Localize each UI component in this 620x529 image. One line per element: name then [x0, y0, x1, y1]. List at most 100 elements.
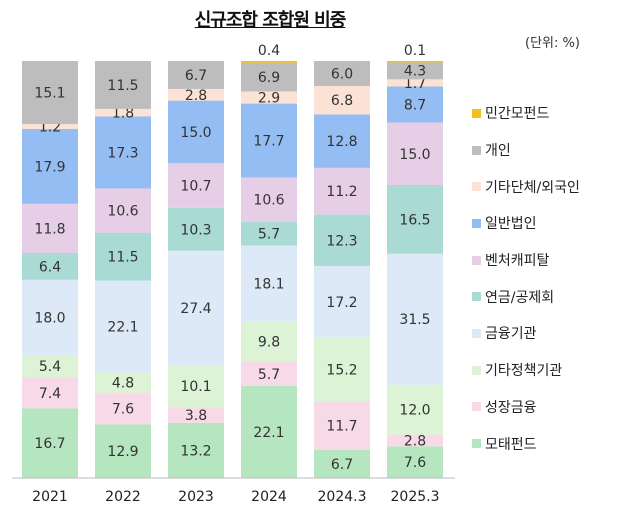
bar-segment	[314, 265, 370, 338]
legend-swatch	[472, 182, 481, 192]
legend-label: 기타단체/외국인	[485, 179, 580, 196]
data-label: 5.7	[258, 227, 280, 243]
bar-segment	[95, 232, 151, 281]
bar-segment	[241, 245, 297, 322]
legend-swatch	[472, 402, 481, 412]
data-label: 27.4	[180, 301, 211, 317]
legend-item: 일반법인	[472, 205, 580, 242]
x-tick-label: 2025.3	[391, 489, 440, 505]
bar-segment	[95, 116, 151, 189]
data-label: 4.3	[404, 63, 426, 79]
data-label: 18.1	[253, 276, 284, 292]
bar-segment	[241, 221, 297, 246]
data-label: 7.6	[112, 401, 134, 417]
data-label: 6.0	[331, 67, 353, 83]
legend-label: 기타정책기관	[485, 363, 563, 380]
x-tick-label: 2023	[178, 489, 214, 505]
data-label: 11.7	[326, 419, 357, 435]
bar-segment	[387, 86, 443, 123]
data-label: 7.6	[404, 455, 426, 471]
bar-segment	[241, 321, 297, 362]
bar-segment	[314, 167, 370, 215]
data-label: 22.1	[253, 425, 284, 441]
bar-segment	[168, 207, 224, 251]
data-label: 17.9	[34, 159, 65, 175]
bar-segment	[314, 86, 370, 115]
data-label: 1.7	[404, 76, 426, 92]
data-label: 12.0	[399, 403, 430, 419]
bar-segment	[168, 407, 224, 423]
data-label: 12.3	[326, 233, 357, 249]
data-label: 10.6	[107, 204, 138, 220]
bar-segment	[168, 163, 224, 208]
legend-swatch	[472, 328, 481, 338]
legend-label: 일반법인	[485, 216, 537, 233]
x-tick-label: 2024.3	[318, 489, 367, 505]
data-label: 10.3	[180, 222, 211, 238]
data-label: 11.5	[107, 250, 138, 266]
data-label: 0.1	[404, 43, 426, 59]
bar-segment	[387, 384, 443, 435]
legend-label: 금융기관	[485, 326, 537, 343]
data-label: 6.7	[185, 68, 207, 84]
bar-segment	[314, 214, 370, 266]
data-label: 17.2	[326, 295, 357, 311]
data-label: 6.4	[39, 259, 61, 275]
legend-swatch	[472, 439, 481, 449]
bar-segment	[168, 100, 224, 164]
stacked-bar-chart: 16.77.45.418.06.411.817.91.215.1202112.9…	[12, 43, 455, 505]
legend-swatch	[472, 255, 481, 265]
legend-swatch	[472, 145, 481, 155]
legend-item: 기타단체/외국인	[472, 168, 580, 205]
bar-segment	[387, 185, 443, 254]
bar-segment	[95, 392, 151, 425]
data-label: 10.6	[253, 193, 284, 209]
data-label: 15.0	[399, 147, 430, 163]
bar-segment	[387, 61, 443, 80]
data-label: 18.0	[34, 310, 65, 326]
data-label: 17.7	[253, 134, 284, 150]
legend-label: 연금/공제회	[485, 289, 555, 306]
bar-segment	[22, 124, 78, 130]
data-label: 17.3	[107, 145, 138, 161]
bar-segment	[241, 61, 297, 63]
data-label: 10.1	[180, 379, 211, 395]
data-label: 22.1	[107, 320, 138, 336]
bar-segment	[241, 103, 297, 178]
data-label: 31.5	[399, 312, 430, 328]
legend-label: 개인	[485, 143, 511, 160]
bar-segment	[95, 188, 151, 233]
legend-item: 모태펀드	[472, 425, 580, 462]
data-label: 8.7	[404, 97, 426, 113]
data-label: 3.8	[185, 408, 207, 424]
data-label: 2.8	[404, 434, 426, 450]
legend-swatch	[472, 108, 481, 118]
data-label: 11.2	[326, 184, 357, 200]
bar-segment	[22, 354, 78, 378]
data-label: 16.5	[399, 212, 430, 228]
legend-label: 성장금융	[485, 399, 537, 416]
data-label: 7.4	[39, 386, 61, 402]
x-tick-label: 2022	[105, 489, 141, 505]
legend-item: 연금/공제회	[472, 278, 580, 315]
x-tick-label: 2024	[251, 489, 287, 505]
bar-segment	[95, 108, 151, 117]
data-label: 5.4	[39, 359, 61, 375]
bar-segment	[22, 253, 78, 280]
data-label: 1.8	[112, 106, 134, 122]
bar-segment	[314, 61, 370, 87]
bar-segment	[168, 61, 224, 89]
bar-segment	[241, 361, 297, 386]
data-label: 2.8	[185, 88, 207, 104]
bar-segment	[22, 377, 78, 409]
data-label: 11.5	[107, 78, 138, 94]
bar-segment	[241, 62, 297, 92]
unit-label: (단위: %)	[525, 36, 580, 51]
bar-segment	[22, 203, 78, 254]
bar-segment	[95, 424, 151, 478]
legend-label: 민간모펀드	[485, 106, 550, 123]
legend-item: 벤처캐피탈	[472, 242, 580, 279]
legend-item: 성장금융	[472, 389, 580, 426]
bar-segment	[168, 364, 224, 408]
